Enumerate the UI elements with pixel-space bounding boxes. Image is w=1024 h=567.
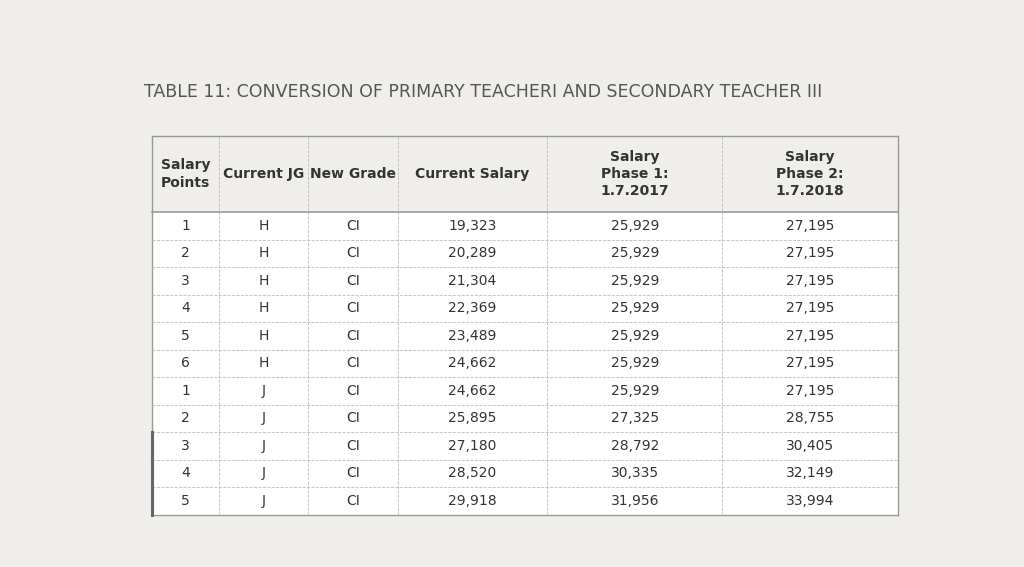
Text: 4: 4 [181,302,189,315]
Text: 32,149: 32,149 [786,467,835,480]
Text: CI: CI [346,412,360,425]
Bar [152,212,898,515]
Text: 25,895: 25,895 [449,412,497,425]
Text: 3: 3 [181,439,189,453]
Text: 27,195: 27,195 [786,247,835,260]
Text: 22,369: 22,369 [449,302,497,315]
Text: 27,325: 27,325 [610,412,658,425]
Text: H: H [258,357,269,370]
Text: 25,929: 25,929 [610,247,659,260]
Text: 24,662: 24,662 [449,357,497,370]
Text: TABLE 11: CONVERSION OF PRIMARY TEACHERI AND SECONDARY TEACHER III: TABLE 11: CONVERSION OF PRIMARY TEACHERI… [143,83,822,101]
Bar [152,136,898,212]
Text: New Grade: New Grade [310,167,396,181]
Text: CI: CI [346,467,360,480]
Text: 28,755: 28,755 [786,412,835,425]
Text: Current Salary: Current Salary [416,167,529,181]
Text: J: J [262,494,265,508]
Text: Salary
Phase 2:
1.7.2018: Salary Phase 2: 1.7.2018 [776,150,845,198]
Text: 25,929: 25,929 [610,302,659,315]
Text: 25,929: 25,929 [610,357,659,370]
Text: CI: CI [346,329,360,343]
Text: 27,195: 27,195 [786,219,835,233]
Text: Salary
Points: Salary Points [161,158,210,189]
Text: 25,929: 25,929 [610,274,659,288]
Text: J: J [262,439,265,453]
Text: 27,195: 27,195 [786,384,835,398]
Text: 5: 5 [181,329,189,343]
Text: H: H [258,302,269,315]
Text: Current JG: Current JG [223,167,304,181]
Text: 25,929: 25,929 [610,329,659,343]
Text: J: J [262,384,265,398]
Text: 27,195: 27,195 [786,274,835,288]
Text: CI: CI [346,439,360,453]
Text: CI: CI [346,384,360,398]
Text: 29,918: 29,918 [449,494,497,508]
Text: Salary
Phase 1:
1.7.2017: Salary Phase 1: 1.7.2017 [600,150,669,198]
Text: 23,489: 23,489 [449,329,497,343]
Text: 19,323: 19,323 [449,219,497,233]
Text: H: H [258,219,269,233]
Text: 1: 1 [181,384,189,398]
Text: 2: 2 [181,412,189,425]
Text: 20,289: 20,289 [449,247,497,260]
Text: H: H [258,247,269,260]
Text: 5: 5 [181,494,189,508]
Text: 27,195: 27,195 [786,302,835,315]
Text: CI: CI [346,247,360,260]
Text: 2: 2 [181,247,189,260]
Text: 31,956: 31,956 [610,494,659,508]
Text: 1: 1 [181,219,189,233]
Text: 21,304: 21,304 [449,274,497,288]
Text: 25,929: 25,929 [610,219,659,233]
Text: 28,792: 28,792 [610,439,659,453]
Text: 33,994: 33,994 [786,494,835,508]
Text: 24,662: 24,662 [449,384,497,398]
Text: 6: 6 [181,357,189,370]
Text: 27,195: 27,195 [786,329,835,343]
Text: H: H [258,274,269,288]
Text: 28,520: 28,520 [449,467,497,480]
Text: 30,405: 30,405 [786,439,835,453]
Text: H: H [258,329,269,343]
Text: J: J [262,467,265,480]
Text: CI: CI [346,494,360,508]
Text: 25,929: 25,929 [610,384,659,398]
Text: 3: 3 [181,274,189,288]
Text: 4: 4 [181,467,189,480]
Text: CI: CI [346,302,360,315]
Text: J: J [262,412,265,425]
Text: CI: CI [346,219,360,233]
Text: 27,195: 27,195 [786,357,835,370]
Text: CI: CI [346,357,360,370]
Text: 30,335: 30,335 [610,467,658,480]
Text: 27,180: 27,180 [449,439,497,453]
Text: CI: CI [346,274,360,288]
